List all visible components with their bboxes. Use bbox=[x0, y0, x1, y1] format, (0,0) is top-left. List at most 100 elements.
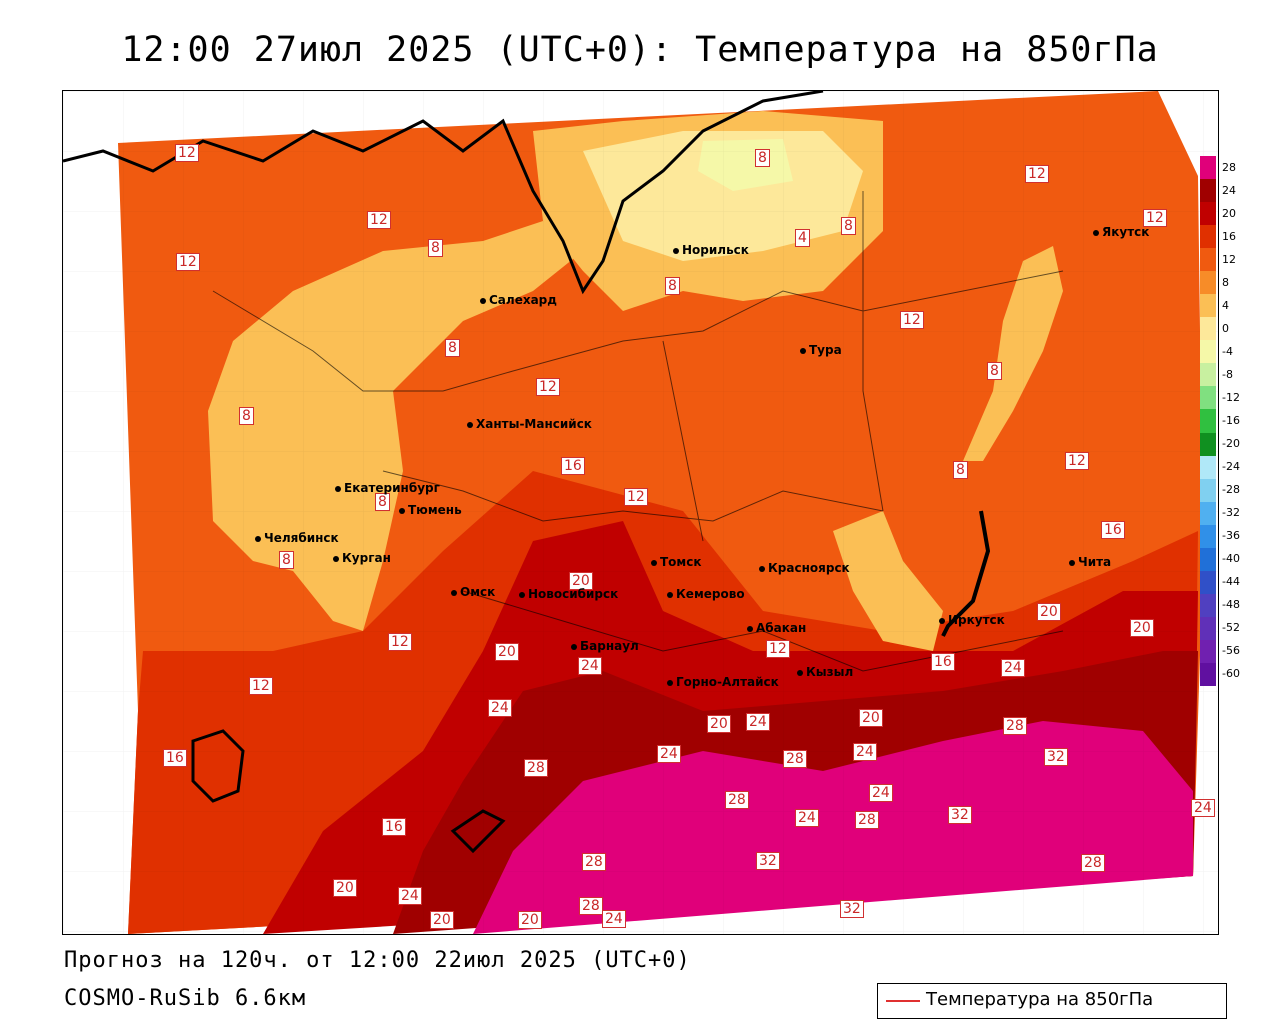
isotherm-label: 24 bbox=[657, 745, 681, 763]
isotherm-label: 28 bbox=[1003, 717, 1027, 735]
city-dot-icon bbox=[399, 507, 405, 514]
city-name: Абакан bbox=[756, 621, 807, 635]
isotherm-label: 8 bbox=[428, 239, 443, 257]
isotherm-label: 4 bbox=[795, 229, 810, 247]
isotherm-label: 8 bbox=[279, 551, 294, 569]
isotherm-label: 28 bbox=[579, 897, 603, 915]
city-marker: Екатеринбург bbox=[335, 481, 440, 495]
isotherm-label: 16 bbox=[163, 749, 187, 767]
scale-swatch bbox=[1200, 179, 1216, 203]
city-marker: Курган bbox=[333, 551, 391, 565]
city-marker: Тюмень bbox=[399, 503, 462, 517]
isotherm-label: 24 bbox=[853, 743, 877, 761]
city-name: Салехард bbox=[489, 293, 557, 307]
isotherm-label: 20 bbox=[1037, 603, 1061, 621]
city-name: Новосибирск bbox=[528, 587, 619, 601]
city-name: Кемерово bbox=[676, 587, 745, 601]
legend-line-swatch bbox=[886, 1000, 920, 1002]
isotherm-label: 20 bbox=[569, 572, 593, 590]
isotherm-label: 28 bbox=[855, 811, 879, 829]
scale-swatch bbox=[1200, 386, 1216, 410]
isotherm-label: 12 bbox=[624, 488, 648, 506]
scale-label: -60 bbox=[1222, 667, 1240, 681]
city-name: Чита bbox=[1078, 555, 1112, 569]
scale-swatch bbox=[1200, 432, 1216, 457]
city-dot-icon bbox=[759, 565, 765, 572]
isotherm-label: 12 bbox=[367, 211, 391, 229]
scale-swatch bbox=[1200, 294, 1216, 318]
borders bbox=[212, 191, 1064, 672]
isotherm-label: 12 bbox=[1143, 209, 1167, 227]
city-dot-icon bbox=[467, 421, 473, 428]
scale-label: 16 bbox=[1222, 229, 1236, 243]
scale-label: -16 bbox=[1222, 414, 1240, 427]
scale-swatch bbox=[1200, 271, 1216, 295]
isotherm-label: 24 bbox=[602, 910, 626, 928]
scale-label: 20 bbox=[1222, 206, 1236, 220]
city-marker: Чита bbox=[1069, 555, 1111, 569]
scale-label: -56 bbox=[1222, 644, 1240, 658]
isotherm-label: 12 bbox=[249, 677, 273, 695]
scale-swatch bbox=[1200, 340, 1216, 364]
isotherm-label: 28 bbox=[783, 750, 807, 768]
model-name: COSMO-RuSib 6.6км bbox=[64, 986, 307, 1011]
scale-label: 0 bbox=[1222, 321, 1229, 335]
scale-label: -20 bbox=[1222, 437, 1240, 451]
scale-label: -24 bbox=[1222, 460, 1240, 474]
city-name: Якутск bbox=[1102, 225, 1150, 239]
city-name: Тура bbox=[809, 343, 842, 357]
isotherm-label: 12 bbox=[536, 378, 560, 396]
city-dot-icon bbox=[1069, 559, 1075, 566]
isotherm-label: 32 bbox=[1044, 748, 1068, 766]
scale-swatch bbox=[1200, 662, 1216, 687]
city-marker: Кызыл bbox=[797, 665, 853, 679]
scale-label: -36 bbox=[1222, 529, 1240, 543]
isotherm-label: 16 bbox=[931, 653, 955, 671]
temperature-map: 12 12 12 8 8 4 8 8 8 12 12 12 12 8 8 8 12 16 12 8 8 16 20 20 20 1… bbox=[62, 90, 1219, 935]
city-dot-icon bbox=[519, 591, 525, 598]
city-dot-icon bbox=[800, 347, 806, 354]
isotherm-label: 24 bbox=[869, 784, 893, 802]
isotherm-label: 16 bbox=[382, 818, 406, 836]
isotherm-label: 16 bbox=[561, 457, 585, 475]
city-marker: Челябинск bbox=[255, 531, 339, 545]
isotherm-label: 8 bbox=[445, 339, 460, 357]
scale-label: -48 bbox=[1222, 598, 1240, 612]
city-marker: Барнаул bbox=[571, 639, 639, 653]
isotherm-label: 20 bbox=[707, 715, 731, 733]
scale-label: -8 bbox=[1222, 367, 1233, 381]
isotherm-label: 28 bbox=[582, 853, 606, 871]
city-dot-icon bbox=[673, 247, 679, 254]
scale-swatch bbox=[1200, 639, 1216, 664]
city-name: Иркутск bbox=[948, 613, 1005, 627]
scale-swatch bbox=[1200, 616, 1216, 641]
city-dot-icon bbox=[571, 643, 577, 650]
isotherm-label: 20 bbox=[495, 643, 519, 661]
isotherm-label: 12 bbox=[176, 253, 200, 271]
isotherm-label: 28 bbox=[725, 791, 749, 809]
city-name: Омск bbox=[460, 585, 496, 599]
city-dot-icon bbox=[651, 559, 657, 566]
city-name: Горно-Алтайск bbox=[676, 675, 779, 689]
isotherm-label: 20 bbox=[518, 911, 542, 929]
scale-label: 28 bbox=[1222, 160, 1236, 174]
isotherm-label: 32 bbox=[840, 900, 864, 918]
scale-label: 8 bbox=[1222, 275, 1229, 289]
isotherm-label: 20 bbox=[1130, 619, 1154, 637]
lake-balkhash bbox=[450, 809, 506, 854]
scale-swatch bbox=[1200, 501, 1216, 526]
city-dot-icon bbox=[255, 535, 261, 542]
lake-baikal bbox=[941, 510, 991, 637]
isotherm-label: 16 bbox=[1101, 521, 1125, 539]
coastline bbox=[63, 91, 824, 295]
city-name: Кызыл bbox=[806, 665, 854, 679]
scale-label: 12 bbox=[1222, 252, 1236, 266]
city-dot-icon bbox=[451, 589, 457, 596]
city-dot-icon bbox=[1093, 229, 1099, 236]
isotherm-label: 24 bbox=[1001, 659, 1025, 677]
isotherm-label: 24 bbox=[488, 699, 512, 717]
isotherm-label: 12 bbox=[1025, 165, 1049, 183]
city-marker: Тура bbox=[800, 343, 842, 357]
city-marker: Иркутск bbox=[939, 613, 1005, 627]
isotherm-label: 24 bbox=[1191, 799, 1215, 817]
